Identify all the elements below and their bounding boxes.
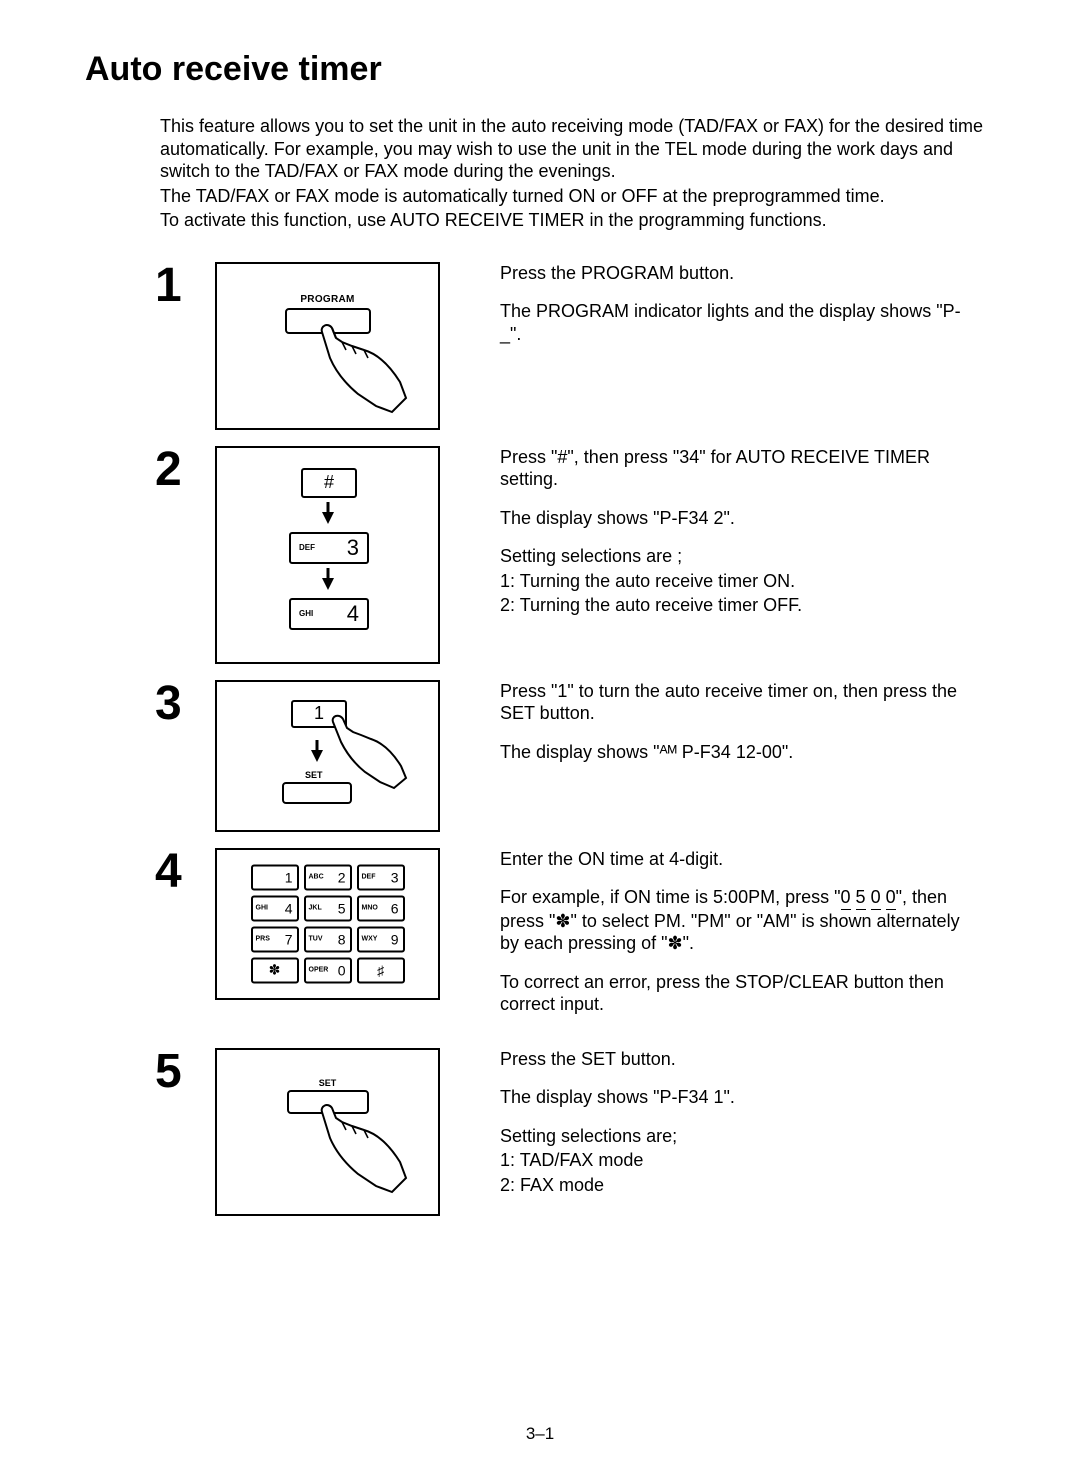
step-row: 1 PROGRAM Press the PROGRAM button. The … (155, 262, 995, 430)
step-para: The display shows "ᴬᴹ P-F34 12-00". (500, 741, 970, 764)
keypad-key: ♯ (357, 957, 405, 983)
illustration-keypad: 1 ABC2 DEF3 GHI4 JKL5 MNO6 PRS7 TUV8 WXY… (215, 848, 440, 1000)
step-text: Press "#", then press "34" for AUTO RECE… (500, 446, 970, 633)
intro-block: This feature allows you to set the unit … (160, 115, 995, 232)
keypad-key: MNO6 (357, 895, 405, 921)
illustration-one-set: 1 SET (215, 680, 440, 832)
program-label: PROGRAM (300, 294, 354, 305)
step-text: Press "1" to turn the auto receive timer… (500, 680, 970, 780)
step-para: The display shows "P-F34 2". (500, 507, 970, 530)
keypad-key: 1 (251, 864, 299, 890)
illustration-three-keys: # DEF 3 GHI 4 (215, 446, 440, 664)
step-text: Press the SET button. The display shows … (500, 1048, 970, 1213)
step-para: For example, if ON time is 5:00PM, press… (500, 886, 970, 955)
key-char: 4 (347, 601, 359, 627)
intro-p3: To activate this function, use AUTO RECE… (160, 209, 995, 232)
key-3-graphic: DEF 3 (289, 532, 369, 564)
step-para: Setting selections are ; (500, 545, 970, 568)
keypad-key: OPER0 (304, 957, 352, 983)
keypad-key: JKL5 (304, 895, 352, 921)
step-number: 3 (155, 680, 215, 728)
key-letters: DEF (299, 543, 315, 552)
keypad-key: WXY9 (357, 926, 405, 952)
step-row: 3 1 SET Press "1" to turn the auto recei… (155, 680, 995, 832)
step-row: 2 # DEF 3 GHI 4 (155, 446, 995, 664)
step-para: Enter the ON time at 4-digit. (500, 848, 970, 871)
step-para: The PROGRAM indicator lights and the dis… (500, 300, 970, 345)
step-number: 4 (155, 848, 215, 896)
step-row: 5 SET Press the SET button. The display … (155, 1048, 995, 1216)
step-para: To correct an error, press the STOP/CLEA… (500, 971, 970, 1016)
step-para: 1: TAD/FAX mode (500, 1149, 970, 1172)
page-title: Auto receive timer (85, 50, 995, 89)
step-number: 1 (155, 262, 215, 310)
illustration-program: PROGRAM (215, 262, 440, 430)
keypad-key: ✽ (251, 957, 299, 983)
key-4-graphic: GHI 4 (289, 598, 369, 630)
step-text: Press the PROGRAM button. The PROGRAM in… (500, 262, 970, 362)
step-row: 4 1 ABC2 DEF3 GHI4 JKL5 MNO6 PRS7 TUV8 W… (155, 848, 995, 1032)
step-para: Press the PROGRAM button. (500, 262, 970, 285)
step-number: 5 (155, 1048, 215, 1096)
step-para: The display shows "P-F34 1". (500, 1086, 970, 1109)
step-para: 2: FAX mode (500, 1174, 970, 1197)
step-para: Press "#", then press "34" for AUTO RECE… (500, 446, 970, 491)
step-para: 2: Turning the auto receive timer OFF. (500, 594, 970, 617)
step-number: 2 (155, 446, 215, 494)
step-para: Press "1" to turn the auto receive timer… (500, 680, 970, 725)
keypad-key: TUV8 (304, 926, 352, 952)
key-char: 3 (347, 535, 359, 561)
intro-p2: The TAD/FAX or FAX mode is automatically… (160, 185, 995, 208)
steps-list: 1 PROGRAM Press the PROGRAM button. The … (155, 262, 995, 1216)
hand-icon (302, 320, 412, 420)
hand-icon (302, 1100, 412, 1200)
keypad-key: GHI4 (251, 895, 299, 921)
step-para: 1: Turning the auto receive timer ON. (500, 570, 970, 593)
set-label: SET (319, 1078, 337, 1088)
step-text: Enter the ON time at 4-digit. For exampl… (500, 848, 970, 1032)
keypad-grid: 1 ABC2 DEF3 GHI4 JKL5 MNO6 PRS7 TUV8 WXY… (251, 864, 405, 983)
page-number: 3–1 (526, 1424, 554, 1444)
set-button-graphic (282, 782, 352, 804)
hand-icon (317, 712, 412, 792)
set-label: SET (305, 770, 323, 780)
illustration-set-hand: SET (215, 1048, 440, 1216)
keypad-key: ABC2 (304, 864, 352, 890)
keypad-key: PRS7 (251, 926, 299, 952)
key-char: # (324, 472, 334, 493)
keypad-key: DEF3 (357, 864, 405, 890)
key-letters: GHI (299, 609, 313, 618)
step-para: Setting selections are; (500, 1125, 970, 1148)
hash-key-graphic: # (301, 468, 357, 498)
step-para: Press the SET button. (500, 1048, 970, 1071)
intro-p1: This feature allows you to set the unit … (160, 115, 995, 183)
